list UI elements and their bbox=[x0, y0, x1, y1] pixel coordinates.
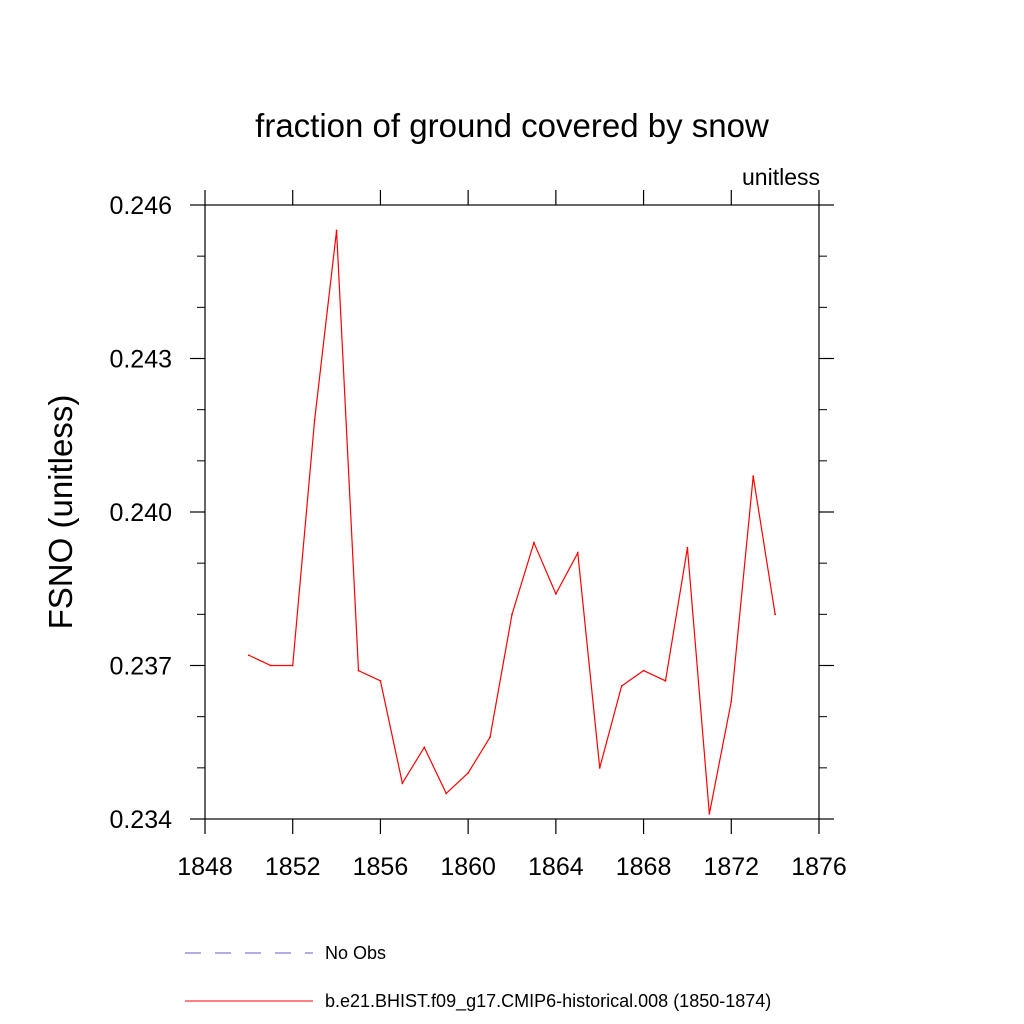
data-point bbox=[489, 736, 491, 739]
data-point bbox=[774, 613, 777, 616]
y-axis-label: FSNO (unitless) bbox=[42, 395, 79, 630]
x-tick-label: 1868 bbox=[616, 853, 672, 881]
data-point bbox=[752, 475, 755, 478]
x-tick-label: 1848 bbox=[177, 853, 233, 881]
data-point bbox=[467, 772, 470, 774]
data-point bbox=[598, 766, 601, 769]
data-point bbox=[686, 546, 689, 549]
x-tick-label: 1872 bbox=[703, 853, 759, 881]
legend: No Obs b.e21.BHIST.f09_g17.CMIP6-historic… bbox=[185, 943, 771, 1012]
y-tick-label: 0.234 bbox=[109, 806, 172, 834]
data-point bbox=[269, 664, 272, 667]
data-point bbox=[313, 419, 316, 421]
x-tick-label: 1856 bbox=[353, 853, 409, 881]
x-tick-label: 1864 bbox=[528, 853, 584, 881]
units-label: unitless bbox=[742, 164, 820, 190]
data-point bbox=[247, 654, 250, 657]
data-point bbox=[335, 229, 338, 232]
y-tick-label: 0.240 bbox=[109, 499, 172, 527]
series-layer bbox=[247, 229, 777, 815]
data-point bbox=[379, 679, 382, 682]
x-tick-label: 1860 bbox=[440, 853, 496, 881]
y-tick-label: 0.243 bbox=[109, 346, 172, 374]
data-point bbox=[357, 669, 360, 672]
data-point bbox=[620, 685, 623, 687]
data-point bbox=[533, 541, 535, 544]
legend-label-1: b.e21.BHIST.f09_g17.CMIP6-historical.008… bbox=[325, 991, 771, 1012]
data-point bbox=[642, 669, 645, 672]
data-point bbox=[664, 679, 667, 682]
x-tick-label: 1852 bbox=[265, 853, 321, 881]
data-point bbox=[511, 613, 513, 616]
y-tick-label: 0.246 bbox=[109, 192, 172, 220]
data-point bbox=[423, 746, 426, 749]
axis-ticks bbox=[190, 190, 834, 834]
x-tick-label: 1876 bbox=[791, 853, 847, 881]
series-line-0 bbox=[248, 230, 776, 814]
data-point bbox=[291, 664, 294, 667]
axis-tick-labels: 1848 1852 1856 1860 1864 1868 1872 1876 0.234 0.2… bbox=[109, 192, 846, 881]
data-point bbox=[576, 552, 579, 554]
chart-title: fraction of ground covered by snow bbox=[255, 107, 769, 144]
y-tick-label: 0.237 bbox=[109, 653, 172, 681]
data-point bbox=[730, 700, 733, 703]
data-point bbox=[401, 782, 404, 785]
data-point bbox=[554, 592, 557, 595]
data-point bbox=[445, 792, 448, 795]
data-point bbox=[708, 812, 711, 815]
legend-label-0: No Obs bbox=[325, 943, 386, 963]
